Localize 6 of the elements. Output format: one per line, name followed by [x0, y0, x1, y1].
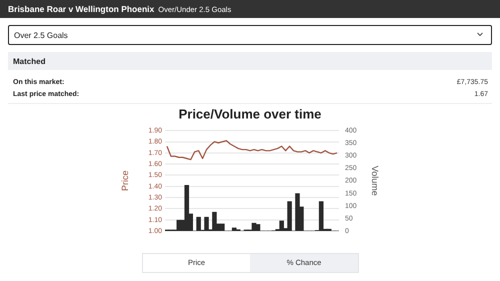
- y2-axis-title: Volume: [370, 166, 380, 196]
- text: Over 2.5 Goals: [14, 31, 68, 40]
- text: Brisbane Roar v Wellington Phoenix: [8, 4, 154, 14]
- y-axis-title: Price: [120, 170, 130, 192]
- text: Matched: [13, 57, 46, 66]
- chart-title: Price/Volume over time: [178, 106, 322, 122]
